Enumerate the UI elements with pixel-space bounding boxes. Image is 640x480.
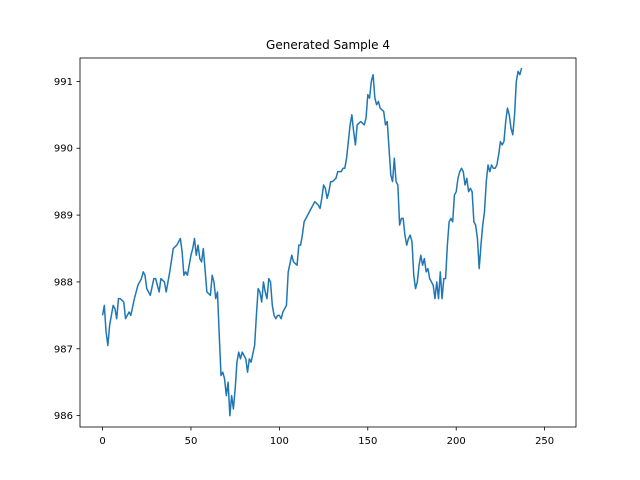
- x-tick-label: 150: [358, 436, 377, 447]
- x-tick-label: 200: [447, 436, 466, 447]
- y-tick-label: 987: [54, 344, 73, 355]
- plot-area: 0 50 100 150 200 250 986 987 988 989 990 991: [54, 57, 577, 447]
- y-tick-label: 989: [54, 211, 73, 222]
- x-tick-label: 250: [535, 436, 554, 447]
- chart-title: Generated Sample 4: [266, 38, 390, 52]
- x-tick-label: 50: [185, 436, 198, 447]
- y-tick-label: 988: [54, 277, 73, 288]
- y-tick-label: 986: [54, 411, 73, 422]
- x-tick-label: 100: [270, 436, 289, 447]
- x-tick-label: 0: [99, 436, 105, 447]
- y-tick-label: 991: [54, 77, 73, 88]
- series-line: [101, 67, 523, 417]
- y-tick-label: 990: [54, 144, 73, 155]
- axes-frame: [79, 57, 577, 428]
